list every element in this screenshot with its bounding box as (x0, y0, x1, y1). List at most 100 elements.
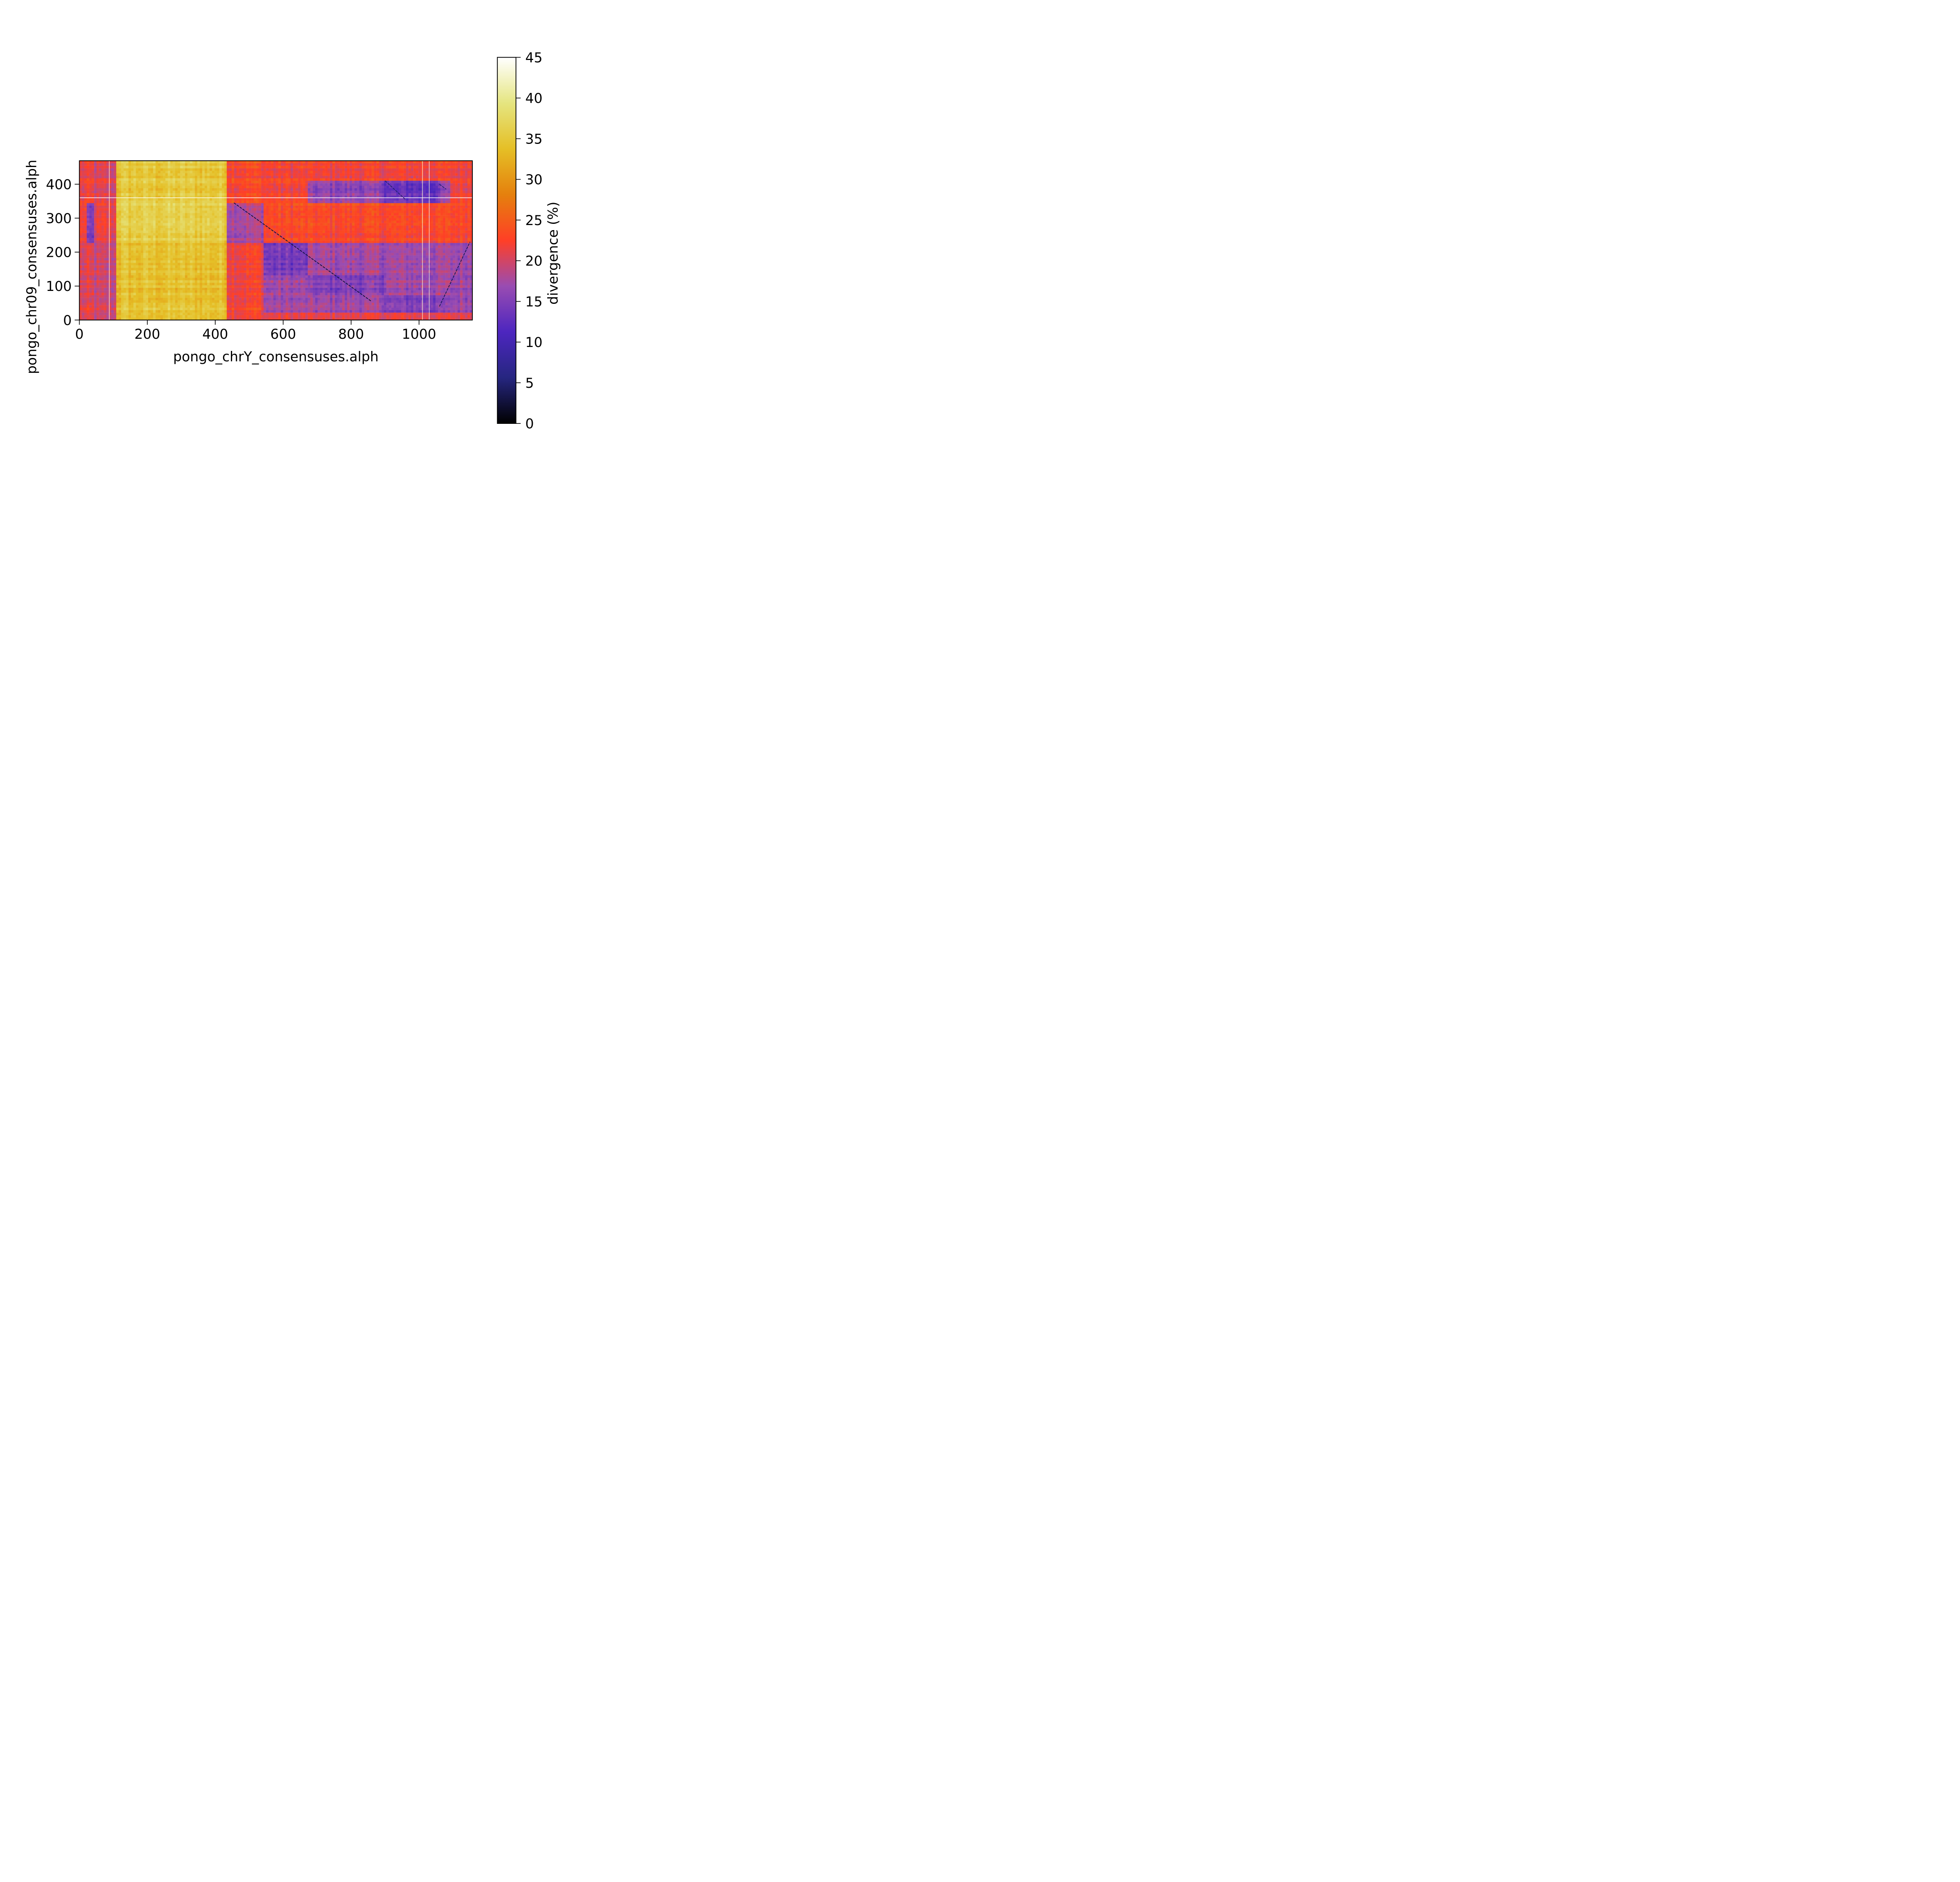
heatmap-cell (96, 243, 99, 246)
heatmap-cell (160, 171, 163, 173)
heatmap-cell (114, 238, 116, 241)
heatmap-cell (178, 250, 180, 253)
heatmap-cell (145, 178, 149, 181)
heatmap-cell (246, 183, 249, 186)
heatmap-cell (254, 250, 256, 253)
heatmap-cell (101, 191, 104, 193)
heatmap-cell (261, 265, 264, 268)
heatmap-cell (263, 215, 266, 218)
heatmap-cell (158, 225, 161, 228)
heatmap-cell (202, 287, 205, 291)
heatmap-cell (180, 248, 183, 251)
heatmap-cell (224, 280, 227, 283)
heatmap-cell (160, 198, 163, 201)
heatmap-cell (172, 195, 176, 198)
heatmap-cell (111, 163, 114, 166)
heatmap-cell (136, 188, 139, 191)
heatmap-cell (170, 258, 173, 261)
heatmap-cell (168, 215, 171, 218)
heatmap-cell (212, 280, 215, 283)
heatmap-cell (99, 290, 102, 293)
heatmap-cell (138, 305, 141, 308)
heatmap-cell (244, 292, 247, 295)
heatmap-cell (187, 178, 190, 181)
heatmap-cell (231, 200, 234, 203)
heatmap-cell (131, 213, 134, 216)
heatmap-cell (84, 300, 87, 303)
heatmap-cell (96, 165, 99, 169)
heatmap-cell (116, 317, 119, 320)
heatmap-cell (145, 283, 149, 285)
heatmap-cell (84, 163, 87, 166)
heatmap-cell (258, 225, 261, 228)
heatmap-cell (168, 302, 171, 305)
heatmap-cell (133, 161, 136, 163)
heatmap-cell (158, 270, 161, 273)
heatmap-cell (219, 238, 222, 241)
heatmap-cell (163, 310, 165, 313)
heatmap-cell (251, 173, 254, 176)
heatmap-cell (251, 272, 254, 276)
heatmap-cell (251, 235, 254, 238)
heatmap-cell (221, 220, 225, 223)
heatmap-cell (153, 223, 156, 226)
heatmap-cell (128, 253, 131, 256)
heatmap-cell (94, 302, 97, 305)
heatmap-cell (82, 258, 85, 261)
heatmap-cell (205, 205, 207, 208)
heatmap-cell (138, 220, 141, 223)
heatmap-cell (266, 290, 269, 293)
heatmap-cell (236, 235, 239, 238)
heatmap-cell (153, 230, 156, 233)
heatmap-cell (91, 213, 94, 216)
heatmap-cell (221, 230, 225, 233)
heatmap-cell (246, 248, 249, 251)
heatmap-cell (185, 205, 188, 208)
heatmap-cell (165, 272, 168, 276)
heatmap-cell (84, 195, 87, 198)
heatmap-cell (96, 265, 99, 268)
heatmap-cell (143, 292, 146, 295)
heatmap-cell (266, 245, 269, 248)
heatmap-cell (96, 250, 99, 253)
heatmap-cell (87, 193, 89, 196)
heatmap-cell (256, 292, 259, 295)
heatmap-cell (82, 195, 85, 198)
heatmap-cell (91, 198, 94, 201)
heatmap-cell (84, 310, 87, 313)
heatmap-cell (200, 265, 202, 268)
heatmap-cell (192, 315, 195, 318)
heatmap-cell (192, 200, 195, 203)
heatmap-cell (175, 280, 178, 283)
heatmap-cell (151, 193, 153, 196)
heatmap-cell (256, 312, 259, 315)
heatmap-cell (239, 298, 242, 300)
heatmap-cell (241, 215, 244, 218)
heatmap-cell (239, 176, 242, 178)
heatmap-cell (165, 248, 168, 251)
heatmap-cell (89, 165, 92, 169)
heatmap-cell (258, 161, 261, 163)
heatmap-cell (219, 210, 222, 213)
heatmap-cell (126, 295, 129, 298)
heatmap-cell (261, 302, 264, 305)
heatmap-cell (109, 233, 112, 236)
heatmap-cell (138, 275, 141, 278)
heatmap-cell (84, 292, 87, 295)
heatmap-cell (89, 243, 92, 246)
heatmap-cell (138, 298, 141, 300)
heatmap-cell (200, 250, 202, 253)
heatmap-cell (172, 165, 176, 169)
heatmap-cell (128, 188, 131, 191)
heatmap-cell (244, 235, 247, 238)
heatmap-cell (87, 310, 89, 313)
heatmap-cell (221, 191, 225, 193)
heatmap-cell (239, 260, 242, 263)
heatmap-cell (178, 295, 180, 298)
heatmap-cell (145, 193, 149, 196)
heatmap-cell (207, 312, 210, 315)
heatmap-cell (190, 265, 192, 268)
heatmap-cell (205, 195, 207, 198)
heatmap-cell (168, 292, 171, 295)
heatmap-cell (133, 270, 136, 273)
